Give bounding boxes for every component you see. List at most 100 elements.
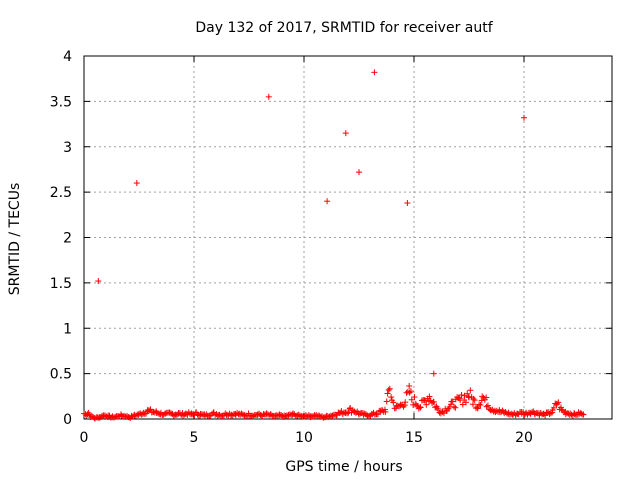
baseline-point — [430, 398, 437, 405]
baseline-point — [413, 402, 420, 409]
baseline-point — [339, 410, 346, 417]
baseline-point — [390, 399, 397, 406]
baseline-point — [374, 411, 381, 418]
baseline-point — [162, 410, 169, 417]
outlier-point — [95, 278, 102, 285]
baseline-point — [471, 397, 478, 404]
baseline-point — [558, 406, 565, 413]
baseline-point — [110, 414, 117, 421]
y-axis-label: SRMTID / TECUs — [7, 183, 23, 296]
outlier-point — [371, 69, 378, 76]
baseline-point — [449, 398, 456, 405]
chart-title: Day 132 of 2017, SRMTID for receiver aut… — [195, 20, 493, 36]
baseline-point — [407, 388, 414, 395]
baseline-point — [426, 393, 433, 400]
y-tick-label: 1 — [63, 321, 72, 337]
baseline-point — [547, 410, 554, 417]
baseline-point — [528, 409, 535, 416]
tick-labels: 0 5 10 15 20 0 0.5 1 1.5 2 2.5 3 3.5 4 — [50, 49, 533, 446]
baseline-point — [483, 394, 490, 401]
baseline-point — [383, 398, 390, 405]
baseline-point — [510, 411, 516, 418]
baseline-point — [402, 399, 409, 406]
y-tick-label: 2 — [63, 231, 72, 247]
grid-lines — [84, 56, 612, 419]
baseline-point — [268, 411, 274, 418]
y-tick-label: 0.5 — [50, 367, 72, 383]
baseline-point — [452, 404, 459, 411]
baseline-point — [562, 411, 569, 418]
baseline-point — [470, 395, 477, 402]
baseline-point — [344, 410, 351, 417]
x-tick-label: 10 — [295, 430, 313, 446]
baseline-point — [184, 411, 191, 418]
baseline-point — [203, 411, 210, 418]
baseline-point — [469, 401, 476, 408]
baseline-point — [326, 413, 333, 420]
outlier-point — [324, 198, 331, 205]
baseline-point — [150, 409, 157, 416]
y-tick-label: 0 — [63, 412, 72, 428]
plot-frame — [83, 55, 613, 420]
baseline-point — [406, 389, 413, 396]
x-axis-label: GPS time / hours — [285, 459, 402, 475]
baseline-point — [454, 394, 461, 401]
outlier-point — [521, 114, 527, 121]
baseline-point — [464, 390, 471, 397]
baseline-point — [580, 411, 587, 418]
baseline-point — [537, 409, 544, 416]
baseline-point — [459, 401, 466, 408]
data-points — [81, 69, 587, 422]
baseline-point — [436, 409, 443, 416]
baseline-point — [386, 385, 393, 392]
baseline-point — [479, 393, 486, 400]
baseline-point — [484, 402, 491, 409]
baseline-point — [477, 402, 484, 409]
baseline-point — [423, 401, 430, 408]
y-tick-label: 2.5 — [50, 185, 72, 201]
baseline-point — [234, 410, 241, 417]
y-tick-label: 4 — [63, 49, 72, 65]
outlier-point — [430, 370, 437, 377]
x-tick-label: 0 — [80, 430, 89, 446]
outlier-point — [356, 169, 362, 176]
baseline-point — [467, 387, 474, 394]
baseline-point — [338, 408, 345, 415]
baseline-point — [439, 408, 446, 415]
baseline-point — [382, 408, 389, 415]
baseline-point — [97, 414, 104, 421]
baseline-point — [435, 406, 442, 413]
baseline-point — [140, 409, 147, 416]
baseline-point — [493, 407, 500, 414]
baseline-point — [406, 382, 413, 389]
baseline-point — [254, 411, 261, 418]
x-tick-label: 5 — [190, 430, 199, 446]
baseline-point — [483, 403, 490, 410]
baseline-point — [417, 404, 424, 411]
baseline-point — [550, 404, 557, 411]
baseline-point — [238, 410, 245, 417]
axis-ticks — [83, 55, 612, 420]
outlier-point — [404, 200, 411, 207]
baseline-point — [290, 410, 296, 417]
baseline-point — [384, 390, 391, 397]
baseline-point — [476, 401, 483, 408]
x-tick-label: 20 — [515, 430, 533, 446]
baseline-point — [432, 404, 439, 411]
x-tick-label: 15 — [405, 430, 423, 446]
baseline-point — [555, 399, 562, 406]
y-tick-label: 3 — [63, 140, 72, 156]
baseline-point — [451, 403, 458, 410]
baseline-point — [554, 400, 560, 407]
outlier-point — [342, 130, 349, 137]
baseline-point — [414, 403, 421, 410]
outlier-point — [133, 180, 140, 187]
y-tick-label: 1.5 — [50, 276, 72, 292]
baseline-point — [307, 414, 314, 421]
baseline-point — [166, 409, 173, 416]
baseline-point — [385, 386, 392, 393]
y-tick-label: 3.5 — [50, 94, 72, 110]
baseline-point — [458, 391, 465, 398]
baseline-point — [408, 396, 415, 403]
